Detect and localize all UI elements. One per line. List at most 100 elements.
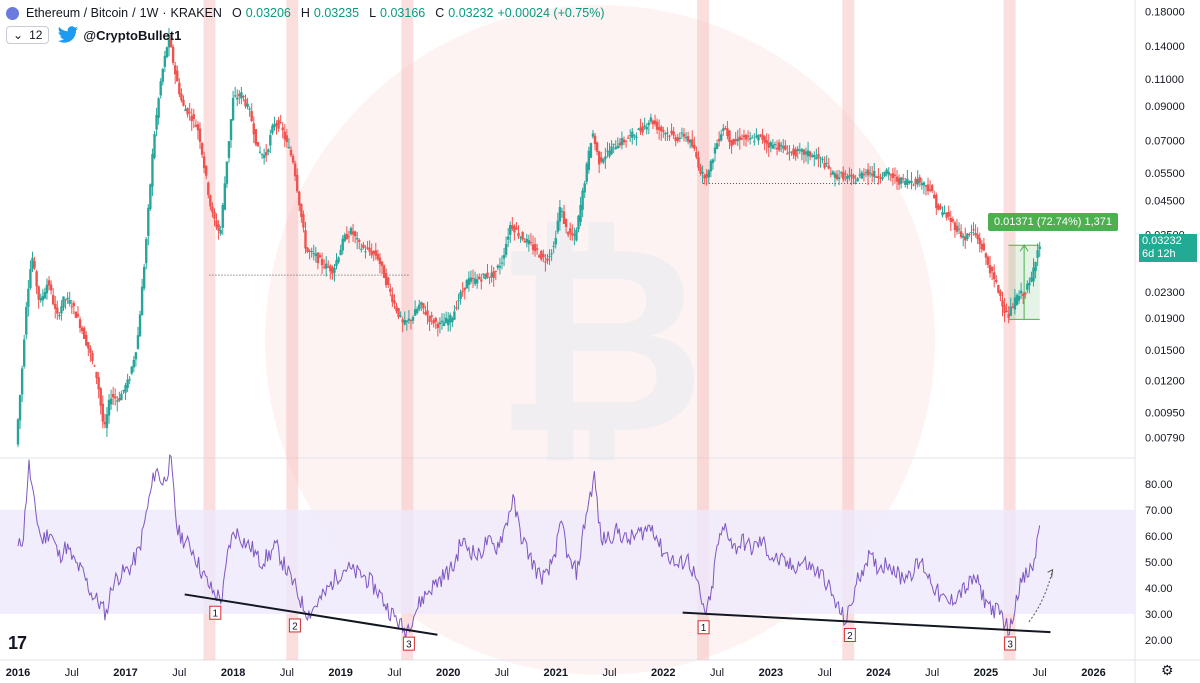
candle-body (314, 253, 318, 256)
candle-body (657, 127, 661, 130)
candle-body (990, 266, 994, 271)
candle-body (401, 319, 404, 323)
candle-body (327, 266, 330, 268)
candle-body (709, 160, 713, 172)
candle-body (27, 288, 30, 307)
candle-body (852, 175, 855, 179)
open-value: 0.03206 (245, 6, 291, 20)
price-series (16, 28, 1041, 447)
candle-body (813, 154, 816, 158)
candle-body (703, 175, 706, 179)
candle-body (180, 93, 183, 101)
candle-body (277, 119, 280, 129)
rsi-tick-label: 50.00 (1145, 557, 1173, 569)
candle-body (188, 111, 191, 113)
candle-body (16, 419, 20, 445)
candle-body (186, 108, 189, 115)
highlight-period (842, 0, 855, 660)
candle-body (566, 232, 570, 235)
candle-body (753, 141, 756, 143)
time-tick-label: 2021 (544, 667, 568, 679)
measure-label[interactable]: 0.01371 (72.74%) 1,371 (988, 213, 1119, 231)
candle-body (711, 159, 715, 164)
candle-body (335, 260, 338, 266)
indicator-toggle[interactable]: ⌄ 12 (6, 26, 50, 44)
candle-body (25, 307, 28, 335)
candle-body (707, 170, 710, 178)
exchange: KRAKEN (170, 6, 222, 20)
candle-body (670, 130, 673, 134)
candle-body (854, 182, 857, 185)
candle-body (933, 194, 936, 199)
rsi-tick-label: 60.00 (1145, 531, 1173, 543)
rsi-tick-label: 40.00 (1145, 583, 1173, 595)
candle-body (405, 320, 409, 323)
change-value: +0.00024 (+0.75%) (497, 6, 605, 20)
candle-body (250, 111, 253, 122)
candle-body (521, 232, 524, 240)
candle-body (676, 137, 679, 141)
time-axis[interactable]: 2016 Jul 2017 Jul 2018 Jul 2019 Jul 2020 Jul 2021 J… (6, 667, 1106, 679)
candle-body (358, 240, 361, 242)
gear-icon[interactable]: ⚙ (1161, 662, 1174, 678)
rsi-series (17, 453, 1054, 641)
candle-body (368, 247, 371, 252)
candle-body (397, 308, 400, 318)
candle-body (318, 255, 322, 258)
candle-body (525, 238, 528, 243)
rsi-axis[interactable]: 80.00 70.00 60.00 50.00 40.00 30.00 20.00 (1145, 479, 1173, 647)
candle-body (918, 177, 921, 183)
candle-body (997, 285, 1000, 293)
candle-body (51, 295, 55, 305)
candle-body (231, 97, 235, 121)
candle-body (631, 131, 634, 138)
candle-body (835, 174, 839, 180)
candle-body (157, 98, 160, 118)
candle-body (240, 92, 243, 99)
interval[interactable]: 1W (139, 6, 159, 20)
tradingview-logo-icon[interactable]: 17 (8, 633, 27, 653)
candle-body (298, 191, 301, 206)
candle-body (614, 147, 617, 150)
candle-body (552, 245, 555, 247)
annotation-box (402, 636, 415, 651)
candle-body (23, 339, 26, 367)
measure-tool[interactable] (1008, 244, 1040, 320)
candle-body (85, 334, 88, 346)
price-axis[interactable]: 0.18000 0.14000 0.11000 0.09000 0.07000 0.055… (1145, 7, 1185, 445)
candle-body (705, 173, 708, 178)
rsi-tick-label: 70.00 (1145, 505, 1173, 517)
time-tick-label: Jul (602, 667, 616, 679)
candle-body (1028, 282, 1031, 286)
low-label: L (369, 6, 377, 20)
candle-body (1013, 297, 1017, 310)
candle-body (370, 251, 373, 256)
divergence-line (682, 611, 1051, 634)
candle-body (519, 237, 522, 239)
candle-body (513, 225, 516, 233)
candle-body (560, 211, 564, 213)
annotation-label: 3 (1007, 640, 1013, 651)
annotation-box (697, 620, 710, 635)
time-tick-label: 2022 (651, 667, 675, 679)
candle-body (207, 182, 210, 196)
candle-body (724, 128, 727, 130)
candle-body (976, 234, 979, 240)
candle-body (554, 238, 557, 245)
indicator-row: ⌄ 12 @CryptoBullet1 (6, 26, 181, 44)
candle-body (233, 95, 237, 97)
candle-body (798, 149, 801, 151)
candle-body (924, 185, 928, 187)
candle-body (349, 227, 353, 235)
candle-body (360, 248, 363, 250)
symbol-header: Ethereum / Bitcoin / 1W · KRAKEN O 0.0320… (6, 6, 604, 20)
candle-body (1003, 305, 1006, 313)
candle-body (498, 265, 502, 268)
candle-body (664, 133, 667, 135)
candle-body (575, 229, 578, 241)
candle-body (914, 178, 917, 184)
price-tick-label: 0.01900 (1145, 313, 1185, 325)
candle-body (713, 147, 717, 154)
symbol-name[interactable]: Ethereum / Bitcoin (26, 6, 129, 20)
